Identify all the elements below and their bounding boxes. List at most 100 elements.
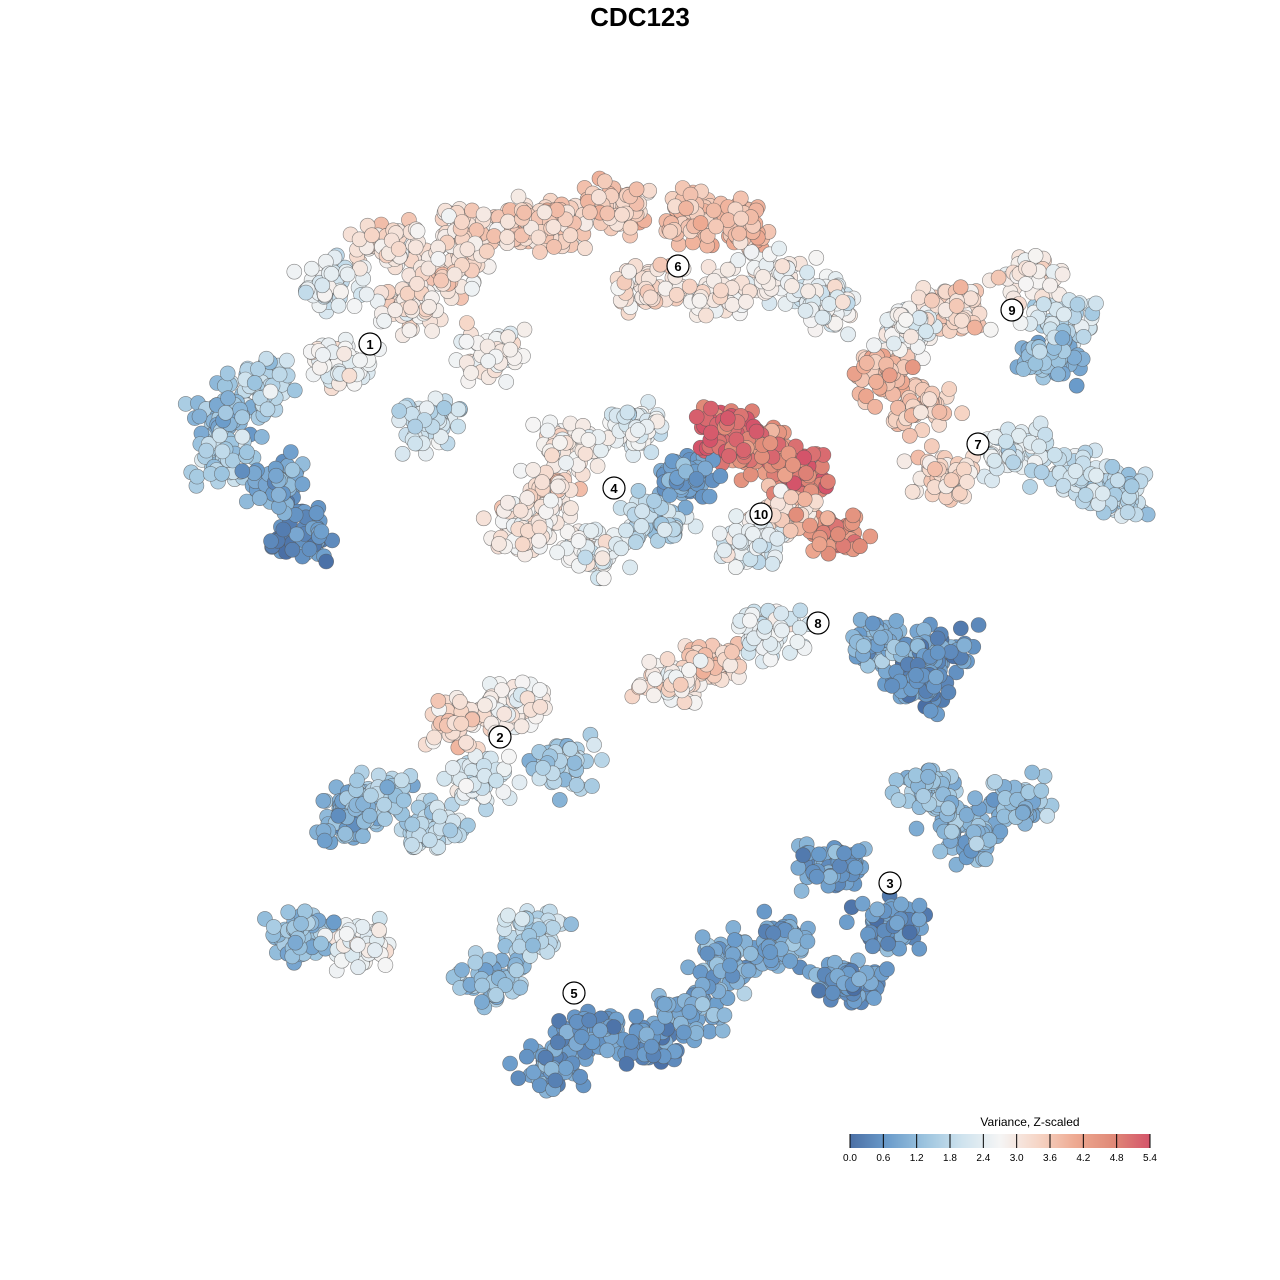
cell-point <box>751 537 768 554</box>
cell-point <box>460 817 476 834</box>
cell-point <box>691 292 708 309</box>
cell-point <box>708 218 724 235</box>
cell-point <box>1035 296 1052 313</box>
cell-point <box>511 774 528 791</box>
cell-point <box>792 602 809 619</box>
cell-point <box>513 718 530 735</box>
cell-point <box>407 418 424 435</box>
cell-point <box>867 398 883 415</box>
cell-point <box>748 423 765 440</box>
cell-point <box>724 644 740 660</box>
cell-point <box>822 868 838 885</box>
cell-point <box>336 345 353 362</box>
cell-point <box>802 517 818 534</box>
cell-point <box>722 657 739 674</box>
cell-point <box>798 465 814 482</box>
cell-point <box>486 228 503 244</box>
cell-point <box>402 299 419 316</box>
cell-point <box>265 919 282 935</box>
cell-point <box>474 994 490 1010</box>
cell-point <box>796 491 813 508</box>
cell-point <box>967 790 983 807</box>
cell-point <box>431 808 448 825</box>
cell-point <box>430 693 447 709</box>
cell-point <box>642 289 659 306</box>
cell-point <box>323 265 340 282</box>
cell-point <box>811 846 827 863</box>
cell-point <box>502 341 519 358</box>
cell-point <box>886 335 902 352</box>
cell-point <box>315 347 331 363</box>
cell-point <box>605 1019 622 1035</box>
cluster-label: 6 <box>666 254 690 278</box>
cell-point <box>421 298 437 315</box>
cell-point <box>253 429 270 445</box>
cell-point <box>532 244 548 260</box>
cell-point <box>1088 295 1104 312</box>
cell-point <box>952 620 969 637</box>
cell-point <box>977 851 994 868</box>
cell-point <box>1055 477 1072 494</box>
cell-point <box>675 1024 692 1041</box>
cell-point <box>284 541 301 558</box>
cell-point <box>531 532 547 549</box>
cell-point <box>1005 454 1022 471</box>
cell-point <box>562 741 579 757</box>
cell-point <box>785 457 801 473</box>
cell-point <box>915 788 932 804</box>
cell-point <box>845 507 861 524</box>
cell-point <box>558 455 574 471</box>
cell-point <box>656 996 673 1013</box>
cell-point <box>330 807 347 824</box>
cell-point <box>911 310 928 326</box>
cell-point <box>525 1064 542 1081</box>
cell-point <box>514 536 531 553</box>
cell-point <box>773 605 790 622</box>
cell-point <box>782 522 799 539</box>
cluster-label: 9 <box>1000 298 1024 322</box>
cell-point <box>948 664 965 681</box>
cell-point <box>764 555 781 572</box>
cell-point <box>896 453 913 470</box>
cell-point <box>932 843 949 860</box>
cell-point <box>643 444 660 461</box>
cell-point <box>952 279 969 296</box>
cell-point <box>318 553 335 570</box>
cell-point <box>647 671 663 688</box>
cell-point <box>525 937 541 954</box>
cluster-label: 5 <box>562 981 586 1005</box>
cell-point <box>719 410 736 427</box>
cell-point <box>700 259 717 275</box>
cell-point <box>864 938 881 955</box>
cell-point <box>584 778 600 794</box>
cell-point <box>512 502 529 519</box>
cluster-label-text: 5 <box>570 986 577 1001</box>
cell-point <box>728 508 745 525</box>
cell-point <box>931 404 948 420</box>
cell-point <box>762 435 779 452</box>
cell-point <box>568 777 585 793</box>
cell-point <box>998 433 1014 450</box>
cell-point <box>722 957 738 974</box>
cell-point <box>1088 467 1104 484</box>
cell-point <box>762 944 779 960</box>
cell-point <box>986 452 1003 469</box>
cell-point <box>395 792 412 809</box>
cell-point <box>341 367 358 384</box>
cell-point <box>246 375 263 391</box>
cell-point <box>1031 438 1047 455</box>
cell-point <box>421 832 438 849</box>
cell-point <box>959 474 975 490</box>
cell-point <box>355 828 371 845</box>
cell-point <box>544 447 560 464</box>
cell-point <box>948 298 965 314</box>
cell-point <box>271 366 288 383</box>
cell-point <box>284 462 301 478</box>
cell-point <box>330 297 347 314</box>
cell-point <box>303 260 320 277</box>
cell-point <box>581 1012 598 1029</box>
cell-point <box>500 213 516 230</box>
cell-point <box>459 241 476 258</box>
cell-point <box>262 383 279 400</box>
